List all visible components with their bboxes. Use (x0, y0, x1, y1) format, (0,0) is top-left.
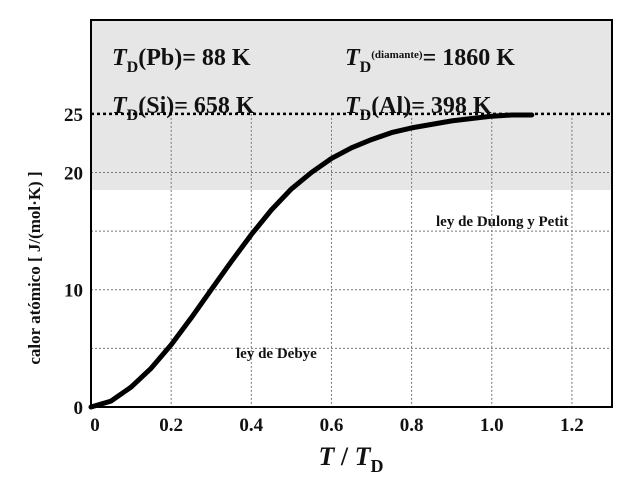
x-axis-separator: / (334, 442, 354, 471)
svg-text:TD(Si)= 658 K: TD(Si)= 658 K (112, 93, 255, 124)
td-symbol: T (112, 45, 128, 71)
x-tick-label: 0.6 (320, 415, 344, 436)
heat-capacity-curve (88, 112, 535, 410)
annotation-dulong-petit: ley de Dulong y Petit (436, 214, 569, 230)
td-symbol: T (345, 93, 361, 119)
td-subscript: D (360, 107, 372, 124)
td-symbol: T (345, 45, 361, 71)
x-tick-label: 0.4 (239, 415, 263, 436)
td-material: (diamante) (371, 49, 423, 61)
x-tick-label: 0.8 (400, 415, 424, 436)
x-tick-label: 0.2 (159, 415, 183, 436)
td-subscript: D (127, 59, 139, 76)
y-tick-label: 10 (64, 281, 83, 302)
x-axis-subscript: D (371, 456, 384, 476)
x-tick-label: 1.2 (560, 415, 584, 436)
td-material: (Pb) (138, 45, 182, 71)
td-value: = 88 K (182, 45, 251, 71)
td-material: (Si) (138, 93, 174, 119)
y-tick-label: 0 (74, 398, 84, 419)
td-entry-diamante: TD(diamante)= 1860 K (345, 45, 515, 76)
td-material: (Al) (371, 93, 411, 119)
x-axis-var2: T (355, 442, 372, 471)
td-symbol: T (112, 93, 128, 119)
y-tick-label: 25 (64, 105, 83, 126)
td-subscript: D (127, 107, 139, 124)
td-entry-si: TD(Si)= 658 K (112, 93, 255, 124)
grid (91, 113, 612, 407)
x-tick-labels: 0 0.2 0.4 0.6 0.8 1.0 1.2 (90, 415, 584, 436)
td-subscript: D (360, 59, 372, 76)
y-axis-label: calor atómico [ J/(mol·K) ] (25, 171, 44, 364)
x-axis-var: T (318, 442, 335, 471)
y-tick-labels: 0 10 20 25 (64, 105, 83, 419)
annotation-debye: ley de Debye (236, 346, 317, 362)
svg-text:TD(diamante)= 1860 K: TD(diamante)= 1860 K (345, 45, 515, 76)
td-box (91, 20, 612, 190)
svg-text:TD(Pb)= 88 K: TD(Pb)= 88 K (112, 45, 251, 76)
td-value: = 1860 K (423, 45, 516, 71)
plot-frame (90, 19, 613, 408)
td-entry-pb: TD(Pb)= 88 K (112, 45, 251, 76)
x-tick-label: 1.0 (480, 415, 504, 436)
y-tick-label: 20 (64, 163, 83, 184)
td-value: = 658 K (174, 93, 255, 119)
x-tick-label: 0 (90, 415, 100, 436)
x-axis-label: T / TD (318, 442, 383, 476)
